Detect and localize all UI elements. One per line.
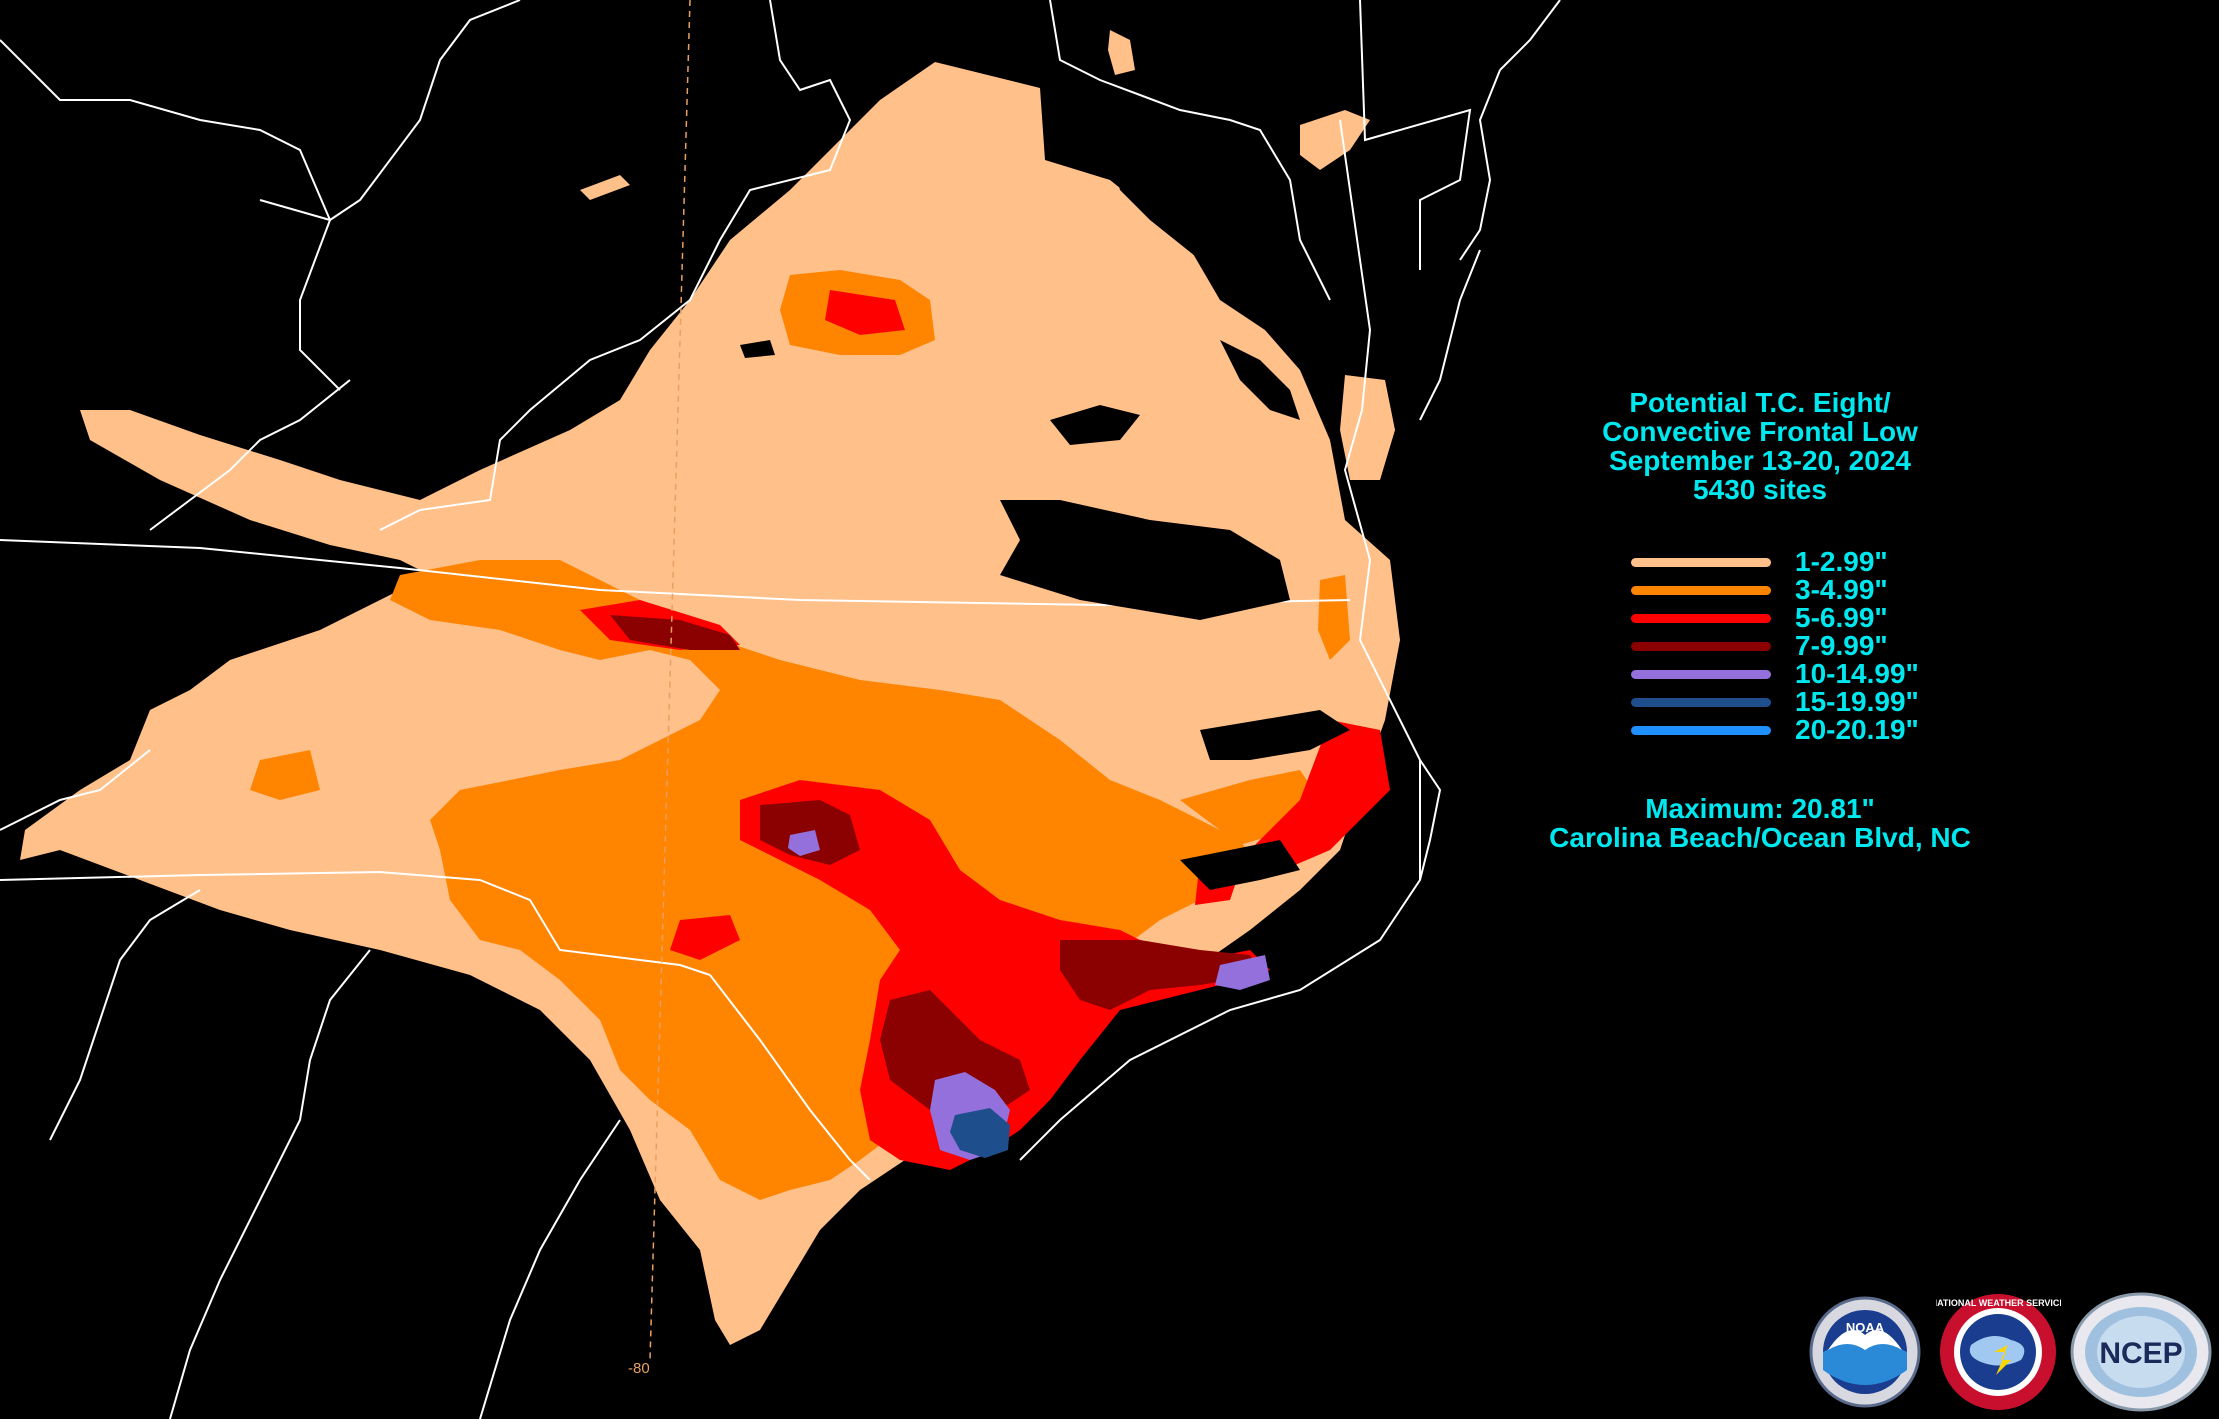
svg-text:NOAA: NOAA bbox=[1846, 1320, 1885, 1335]
map-title: Potential T.C. Eight/ Convective Frontal… bbox=[1500, 388, 2020, 504]
legend-label: 10-14.99" bbox=[1795, 658, 1919, 689]
legend-label: 1-2.99" bbox=[1795, 546, 1888, 577]
longitude-label: -80 bbox=[628, 1360, 650, 1377]
maximum-location: Carolina Beach/Ocean Blvd, NC bbox=[1549, 822, 1971, 853]
legend-label: 7-9.99" bbox=[1795, 630, 1888, 661]
state-boundaries bbox=[0, 0, 1561, 1419]
legend-swatch bbox=[1631, 726, 1771, 735]
legend-label: 20-20.19" bbox=[1795, 714, 1919, 745]
legend-swatch bbox=[1631, 642, 1771, 651]
legend-label: 3-4.99" bbox=[1795, 574, 1888, 605]
nws-logo: NATIONAL WEATHER SERVICE bbox=[1936, 1294, 2061, 1410]
agency-logos: NOAA NATIONAL WEATHER SERVICE NCEP bbox=[1808, 1290, 2213, 1415]
rain-zone-15-20in bbox=[950, 1108, 1010, 1158]
ncep-logo: NCEP bbox=[2070, 1292, 2212, 1412]
noaa-logo: NOAA bbox=[1809, 1296, 1921, 1408]
maximum-value: Maximum: 20.81" bbox=[1645, 793, 1875, 824]
water-bodies bbox=[740, 150, 1350, 890]
title-line-2: Convective Frontal Low bbox=[1602, 416, 1918, 447]
legend-swatch bbox=[1631, 698, 1771, 707]
title-line-4: 5430 sites bbox=[1693, 474, 1827, 505]
maximum-info: Maximum: 20.81" Carolina Beach/Ocean Blv… bbox=[1500, 794, 2020, 852]
legend-swatch bbox=[1631, 558, 1771, 567]
title-line-1: Potential T.C. Eight/ bbox=[1629, 387, 1891, 418]
title-line-3: September 13-20, 2024 bbox=[1609, 445, 1911, 476]
legend-swatch bbox=[1631, 670, 1771, 679]
legend-label: 5-6.99" bbox=[1795, 602, 1888, 633]
legend-label: 15-19.99" bbox=[1795, 686, 1919, 717]
legend-swatch bbox=[1631, 614, 1771, 623]
svg-text:NATIONAL WEATHER SERVICE: NATIONAL WEATHER SERVICE bbox=[1936, 1298, 2061, 1308]
legend-swatch bbox=[1631, 586, 1771, 595]
svg-text:NCEP: NCEP bbox=[2099, 1337, 2182, 1370]
longitude-line bbox=[649, 0, 691, 1361]
